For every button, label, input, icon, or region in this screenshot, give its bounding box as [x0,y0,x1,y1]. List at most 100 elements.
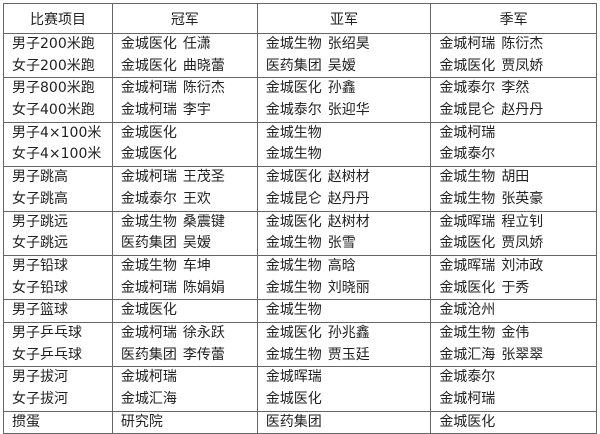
winner-entry: 医药集团 [266,412,431,434]
champion-cell: 金城生物 桑震键 医药集团 吴嫒 [111,210,258,256]
winner-entry: 金城生物 胡田 [439,167,596,189]
runner-up-cell: 金城医化 赵树材 金城昆仑 赵丹丹 [256,166,432,212]
athlete-name: 贾玉廷 [327,346,370,363]
team-name: 金城泰尔 [439,369,496,386]
winner-entry: 金城柯瑞 [439,389,596,411]
athlete-name: 陈衍杰 [501,36,544,52]
winner-entry: 金城柯瑞 陈娟娟 [121,278,257,300]
results-table: 比赛项目 冠军 亚军 季军 男子200米跑 女子200米跑 金城医化 任潇 金城医化 曲晓蕾 金城… [3,3,597,434]
team-name: 金城医化 [120,36,177,52]
winner-entry: 金城医化 任潇 [121,34,257,56]
event-cell: 男子铅球 女子铅球 [3,254,113,301]
champion-cell: 金城生物 车坤 金城柯瑞 陈娟娟 [111,254,258,301]
winner-entry: 金城汇海 [121,389,257,411]
winner-entry: 金城医化 于秀 [439,278,596,300]
runner-up-cell: 金城生物 高晗 金城生物 刘晓丽 [256,254,432,301]
winner-entry: 金城医化 贾凤娇 [439,56,596,78]
team-name: 金城医化 [439,413,496,430]
team-name: 金城昆仑 [439,102,496,119]
event-name: 男子拔河 [12,369,68,386]
table-row: 男子拔河 女子拔河 金城柯瑞 金城汇海 金城晖瑞 金城医化 金城泰尔 金城柯瑞 [3,366,597,412]
winner-entry: 金城泰尔 王欢 [121,189,257,211]
event-name: 女子铅球 [12,279,68,296]
team-name: 金城柯瑞 [120,324,177,341]
athlete-name: 张翠翠 [501,346,544,363]
winner-entry: 金城医化 [439,412,596,434]
team-name: 金城柯瑞 [439,124,496,141]
champion-cell: 金城柯瑞 陈衍杰 金城柯瑞 李宇 [111,77,258,123]
athlete-name: 赵丹丹 [501,102,544,119]
athlete-name: 任潇 [182,36,211,52]
event-cell: 掼蛋 [3,410,113,434]
team-name: 金城生物 [265,302,322,319]
event-cell: 男子跳高 女子跳高 [3,166,113,212]
winner-entry: 金城生物 桑震键 [121,212,257,234]
winner-entry: 金城医化 曲晓蕾 [121,56,257,78]
athlete-name: 金伟 [501,324,530,341]
winner-entry: 金城生物 贾玉廷 [266,345,431,367]
winner-entry: 金城柯瑞 [121,367,257,389]
event-name: 男子乒乓球 [12,324,82,341]
athlete-name: 赵丹丹 [327,190,370,207]
team-name: 金城昆仑 [265,190,322,207]
event-name: 女子400米跑 [12,102,95,119]
athlete-name: 陈衍杰 [182,80,225,97]
athlete-name: 高晗 [327,257,356,274]
winner-entry: 金城医化 赵树材 [266,167,431,189]
champion-cell: 金城医化 金城医化 [111,121,258,168]
runner-up-cell: 金城医化 赵树材 金城生物 张雪 [256,210,432,256]
champion-cell: 金城柯瑞 王茂圣 金城泰尔 王欢 [111,166,258,212]
athlete-name: 孙鑫 [327,80,356,97]
athlete-name: 贾凤娇 [501,57,544,74]
athlete-name: 王茂圣 [182,169,225,186]
athlete-name: 吴嫒 [327,57,356,74]
team-name: 金城医化 [265,169,322,186]
champion-cell: 金城柯瑞 金城汇海 [111,366,258,412]
champion-cell: 金城医化 [111,299,258,323]
winner-entry: 金城晖瑞 [266,367,431,389]
table-row: 男子篮球 金城医化 金城生物 金城沧州 [3,299,597,323]
team-name: 金城生物 [265,235,322,252]
winner-entry: 金城晖瑞 刘沛政 [439,256,596,278]
athlete-name: 于秀 [501,279,530,296]
team-name: 医药集团 [120,235,177,252]
team-name: 金城柯瑞 [120,169,177,186]
event-name: 掼蛋 [12,413,40,430]
team-name: 金城生物 [265,36,322,52]
athlete-name: 赵树材 [327,169,370,186]
winner-entry: 医药集团 吴嫒 [266,56,431,78]
winner-entry: 金城医化 孙兆鑫 [266,323,431,345]
winner-entry: 金城泰尔 李然 [439,78,596,100]
team-name: 金城泰尔 [120,190,177,207]
winner-entry: 金城生物 [266,144,431,166]
winner-entry: 金城医化 [121,123,257,145]
header-runner-up: 亚军 [256,3,432,34]
third-cell: 金城生物 胡田 金城生物 张英豪 [430,166,597,212]
team-name: 金城泰尔 [439,80,496,97]
athlete-name: 张绍昊 [327,36,370,52]
winner-entry: 金城生物 金伟 [439,323,596,345]
team-name: 医药集团 [265,57,322,74]
team-name: 医药集团 [120,346,177,363]
third-cell: 金城柯瑞 金城泰尔 [430,121,597,168]
team-name: 金城晖瑞 [439,257,496,274]
runner-up-cell: 金城医化 孙兆鑫 金城生物 贾玉廷 [256,321,432,368]
winner-entry: 医药集团 吴嫒 [121,233,257,255]
table-row: 男子乒乓球 女子乒乓球 金城柯瑞 徐永跃 医药集团 李传蕾 金城医化 孙兆鑫 金城生物 贾玉廷 金城… [3,321,597,368]
winner-entry: 金城柯瑞 王茂圣 [121,167,257,189]
team-name: 金城医化 [265,213,322,230]
runner-up-cell: 金城晖瑞 金城医化 [256,366,432,412]
team-name: 金城泰尔 [265,102,322,119]
third-cell: 金城生物 金伟 金城汇海 张翠翠 [430,321,597,368]
team-name: 金城医化 [265,324,322,341]
winner-entry: 金城柯瑞 陈衍杰 [439,34,596,56]
winner-entry: 金城医化 孙鑫 [266,78,431,100]
winner-entry: 金城昆仑 赵丹丹 [439,100,596,122]
team-name: 金城汇海 [439,346,496,363]
event-name: 男子铅球 [12,257,68,274]
third-cell: 金城泰尔 金城柯瑞 [430,366,597,412]
champion-cell: 研究院 [111,410,258,434]
event-name: 女子200米跑 [12,57,95,74]
third-cell: 金城医化 [430,410,597,434]
team-name: 金城柯瑞 [120,80,177,97]
